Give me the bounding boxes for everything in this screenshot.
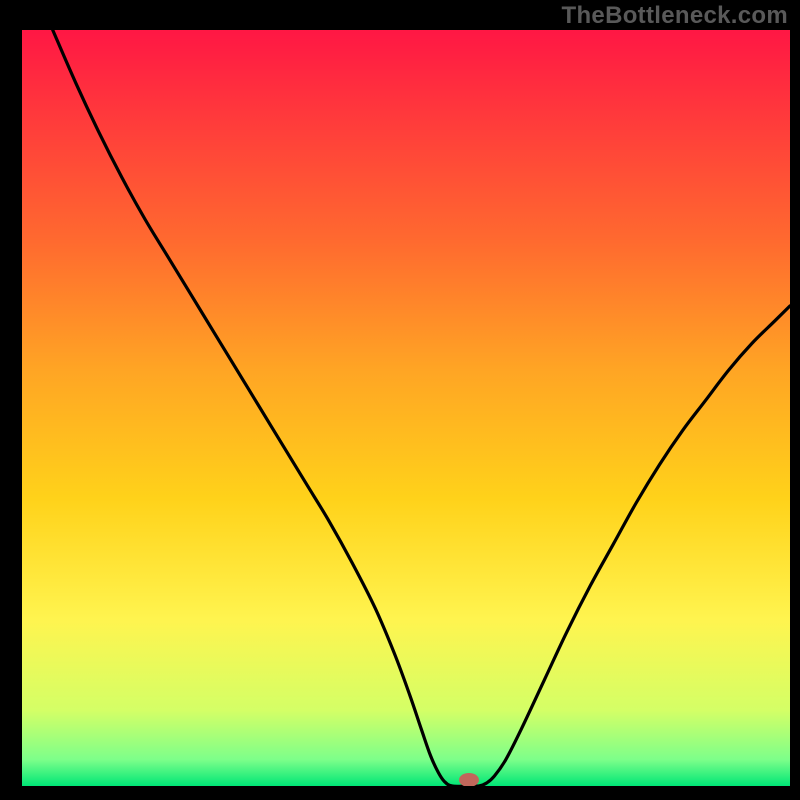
frame-bottom <box>0 786 800 800</box>
gradient-background <box>22 30 790 786</box>
frame-left <box>0 0 22 800</box>
frame-right <box>790 0 800 800</box>
chart-container: TheBottleneck.com <box>0 0 800 800</box>
watermark-text: TheBottleneck.com <box>562 2 788 30</box>
bottleneck-curve-chart <box>22 30 790 786</box>
plot-area <box>22 30 790 786</box>
